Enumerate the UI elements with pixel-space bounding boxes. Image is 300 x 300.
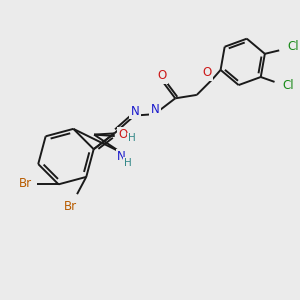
- Text: Br: Br: [19, 177, 32, 190]
- Text: Br: Br: [64, 200, 77, 213]
- Text: O: O: [118, 128, 128, 141]
- Text: N: N: [117, 151, 126, 164]
- Text: H: H: [124, 158, 132, 168]
- Text: Cl: Cl: [282, 79, 294, 92]
- Text: N: N: [131, 105, 140, 118]
- Text: H: H: [128, 133, 136, 143]
- Text: Cl: Cl: [287, 40, 298, 53]
- Text: N: N: [151, 103, 160, 116]
- Text: O: O: [203, 66, 212, 79]
- Text: O: O: [158, 69, 167, 82]
